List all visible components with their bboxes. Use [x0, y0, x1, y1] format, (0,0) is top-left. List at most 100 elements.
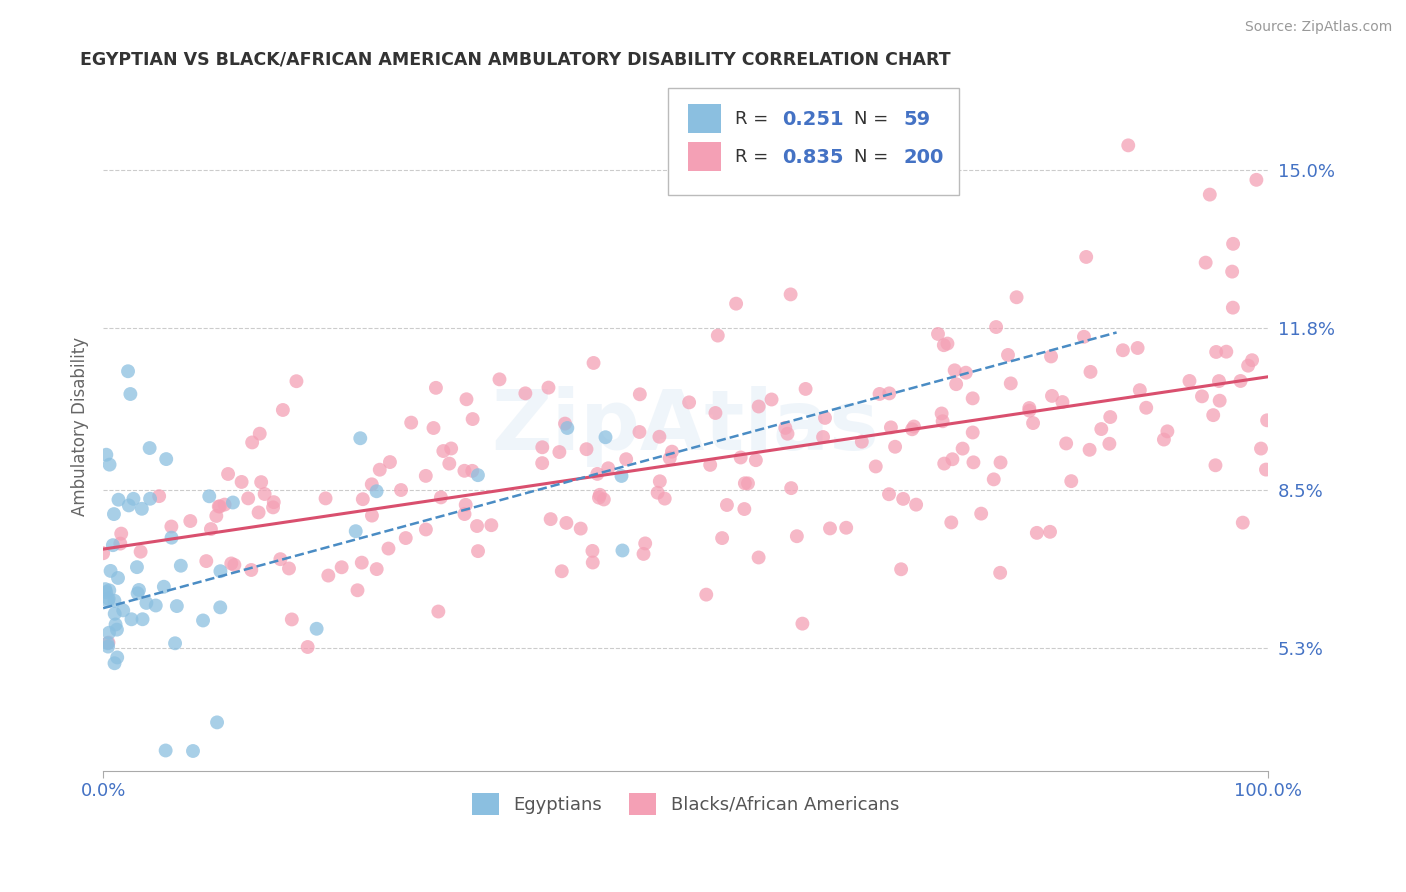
Point: [110, 526, 132, 541]
Point: [901, 422, 924, 436]
Point: [586, 467, 609, 481]
Point: [748, 400, 770, 414]
Point: [415, 469, 437, 483]
Point: [422, 421, 444, 435]
Point: [779, 287, 801, 301]
Point: [592, 492, 614, 507]
Point: [238, 491, 260, 506]
Point: [105, 650, 128, 665]
Point: [378, 455, 401, 469]
FancyBboxPatch shape: [668, 88, 959, 195]
Point: [780, 481, 803, 495]
Point: [1060, 474, 1083, 488]
Point: [129, 544, 152, 558]
Point: [1116, 138, 1139, 153]
Point: [101, 538, 124, 552]
Point: [139, 491, 162, 506]
Text: 59: 59: [904, 110, 931, 128]
Point: [835, 521, 858, 535]
Point: [537, 381, 560, 395]
Point: [582, 556, 605, 570]
Point: [195, 554, 218, 568]
Point: [94, 585, 117, 599]
Text: N =: N =: [855, 111, 894, 128]
Point: [927, 326, 949, 341]
Point: [634, 536, 657, 550]
Point: [761, 392, 783, 407]
Point: [1073, 330, 1095, 344]
Point: [315, 491, 337, 506]
Point: [453, 464, 475, 478]
Point: [943, 363, 966, 377]
Point: [263, 495, 285, 509]
Point: [205, 715, 228, 730]
Point: [456, 392, 478, 407]
Point: [997, 348, 1019, 362]
Point: [155, 743, 177, 757]
Point: [1191, 389, 1213, 403]
Point: [869, 387, 891, 401]
Point: [249, 426, 271, 441]
Point: [128, 582, 150, 597]
Point: [104, 617, 127, 632]
Text: N =: N =: [855, 148, 894, 166]
Text: 200: 200: [904, 148, 943, 167]
Point: [377, 541, 399, 556]
Point: [786, 529, 808, 543]
Point: [851, 434, 873, 449]
Point: [628, 425, 651, 439]
Point: [1022, 416, 1045, 430]
Point: [440, 442, 463, 456]
Point: [962, 455, 984, 469]
Point: [138, 441, 160, 455]
Point: [1198, 187, 1220, 202]
Point: [1156, 425, 1178, 439]
Point: [439, 457, 461, 471]
Point: [430, 491, 453, 505]
Text: ZipAtlas: ZipAtlas: [492, 385, 880, 467]
Point: [98, 625, 121, 640]
Point: [988, 566, 1011, 580]
Point: [695, 588, 717, 602]
Point: [554, 417, 576, 431]
Point: [945, 377, 967, 392]
Point: [1098, 436, 1121, 450]
Point: [598, 461, 620, 475]
Point: [557, 421, 579, 435]
Point: [181, 744, 204, 758]
Point: [1000, 376, 1022, 391]
Point: [366, 484, 388, 499]
Point: [548, 445, 571, 459]
Point: [91, 546, 114, 560]
Point: [262, 500, 284, 515]
Point: [166, 599, 188, 613]
Point: [120, 387, 142, 401]
Text: 0.251: 0.251: [782, 110, 844, 128]
Point: [209, 564, 232, 578]
Point: [297, 640, 319, 654]
Point: [880, 420, 903, 434]
Point: [647, 485, 669, 500]
Point: [734, 476, 756, 491]
Point: [118, 499, 141, 513]
Point: [1178, 374, 1201, 388]
Point: [531, 440, 554, 454]
Point: [231, 475, 253, 489]
Point: [344, 524, 367, 538]
Point: [127, 586, 149, 600]
Point: [305, 622, 328, 636]
Point: [555, 516, 578, 530]
Point: [125, 560, 148, 574]
Point: [654, 491, 676, 506]
Point: [97, 636, 120, 650]
Point: [1129, 383, 1152, 397]
Point: [678, 395, 700, 409]
Text: R =: R =: [734, 148, 773, 166]
Point: [811, 430, 834, 444]
Point: [1025, 525, 1047, 540]
Point: [711, 531, 734, 545]
Point: [794, 382, 817, 396]
Point: [1241, 353, 1264, 368]
Point: [905, 498, 928, 512]
Point: [112, 603, 135, 617]
